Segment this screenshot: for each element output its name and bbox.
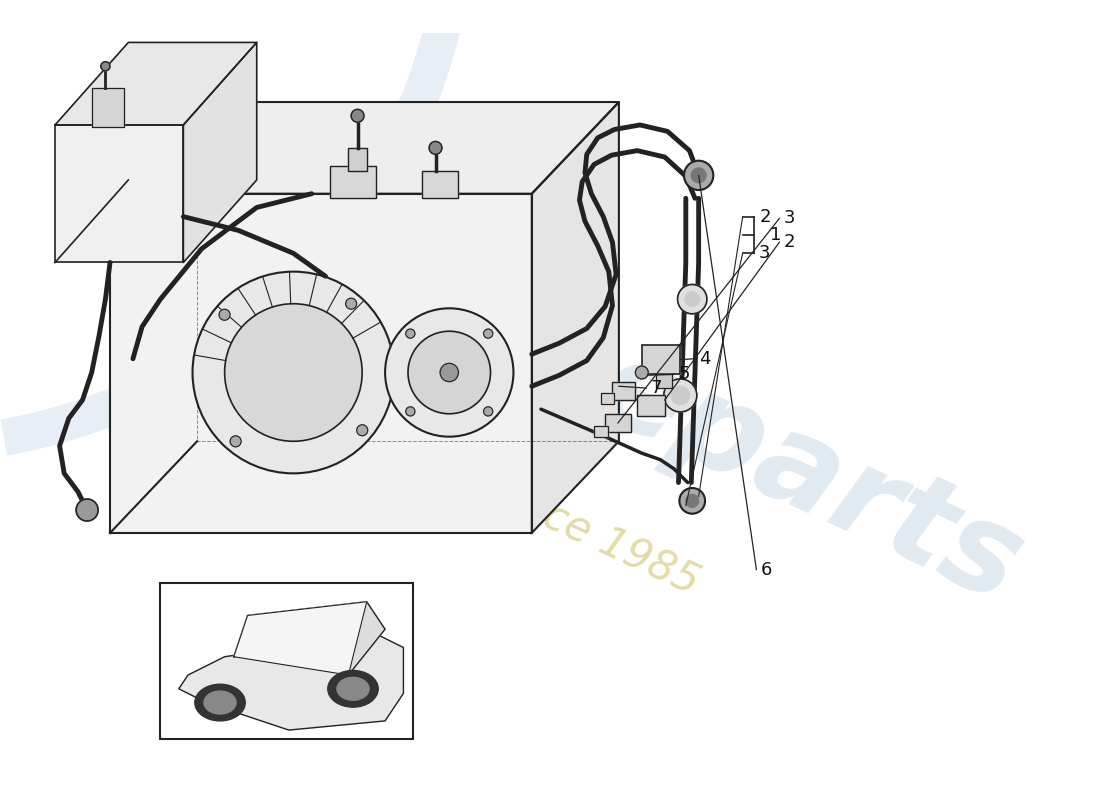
Circle shape: [230, 436, 241, 447]
Ellipse shape: [337, 678, 368, 700]
Circle shape: [345, 298, 356, 309]
Polygon shape: [234, 602, 366, 675]
Circle shape: [685, 494, 698, 507]
Circle shape: [691, 168, 706, 182]
Bar: [330, 166, 376, 198]
Bar: [605, 414, 630, 432]
Bar: [656, 374, 672, 388]
Circle shape: [351, 110, 364, 122]
Bar: [637, 395, 664, 415]
Text: 5: 5: [679, 366, 690, 383]
Bar: [594, 426, 608, 437]
Bar: [637, 395, 664, 415]
Circle shape: [440, 363, 459, 382]
Bar: [601, 393, 614, 404]
Bar: [91, 88, 124, 126]
Circle shape: [663, 379, 696, 412]
Text: 3: 3: [784, 210, 795, 227]
Circle shape: [385, 308, 514, 437]
Circle shape: [76, 499, 98, 521]
Circle shape: [484, 407, 493, 416]
Bar: [641, 345, 680, 374]
Circle shape: [671, 386, 690, 405]
Text: a parts supplier since 1985: a parts supplier since 1985: [175, 326, 705, 603]
Bar: [613, 382, 636, 400]
Circle shape: [636, 366, 648, 379]
Bar: [594, 426, 608, 437]
Text: 1: 1: [770, 226, 781, 244]
Circle shape: [678, 285, 707, 314]
Polygon shape: [1, 0, 476, 455]
Circle shape: [224, 304, 362, 442]
Text: 2: 2: [759, 208, 771, 226]
Bar: [349, 148, 366, 170]
Polygon shape: [184, 42, 256, 262]
Bar: [91, 88, 124, 126]
Bar: [656, 374, 672, 388]
Bar: [330, 166, 376, 198]
Ellipse shape: [204, 691, 236, 714]
Circle shape: [408, 331, 491, 414]
Circle shape: [685, 292, 700, 306]
Bar: [421, 170, 459, 198]
Ellipse shape: [195, 684, 245, 721]
Text: 6: 6: [761, 561, 772, 578]
Circle shape: [406, 407, 415, 416]
Polygon shape: [234, 602, 385, 675]
Bar: [601, 393, 614, 404]
Bar: [349, 148, 366, 170]
Text: 2: 2: [784, 234, 795, 251]
Bar: [161, 583, 412, 739]
Text: 7: 7: [651, 379, 662, 397]
Circle shape: [680, 488, 705, 514]
Circle shape: [192, 272, 394, 474]
Bar: [641, 345, 680, 374]
Ellipse shape: [328, 670, 378, 707]
Circle shape: [429, 142, 442, 154]
Text: europeparts: europeparts: [206, 153, 1041, 629]
Bar: [613, 382, 636, 400]
Text: 4: 4: [698, 350, 711, 368]
Circle shape: [101, 62, 110, 71]
Polygon shape: [179, 634, 404, 730]
Polygon shape: [531, 102, 619, 533]
Polygon shape: [55, 42, 256, 125]
Circle shape: [684, 161, 713, 190]
Text: 3: 3: [759, 244, 771, 262]
Bar: [421, 170, 459, 198]
Circle shape: [356, 425, 367, 436]
Circle shape: [484, 329, 493, 338]
Polygon shape: [110, 102, 619, 194]
Circle shape: [219, 310, 230, 320]
Polygon shape: [110, 194, 531, 533]
Circle shape: [406, 329, 415, 338]
Bar: [605, 414, 630, 432]
Polygon shape: [55, 125, 184, 262]
